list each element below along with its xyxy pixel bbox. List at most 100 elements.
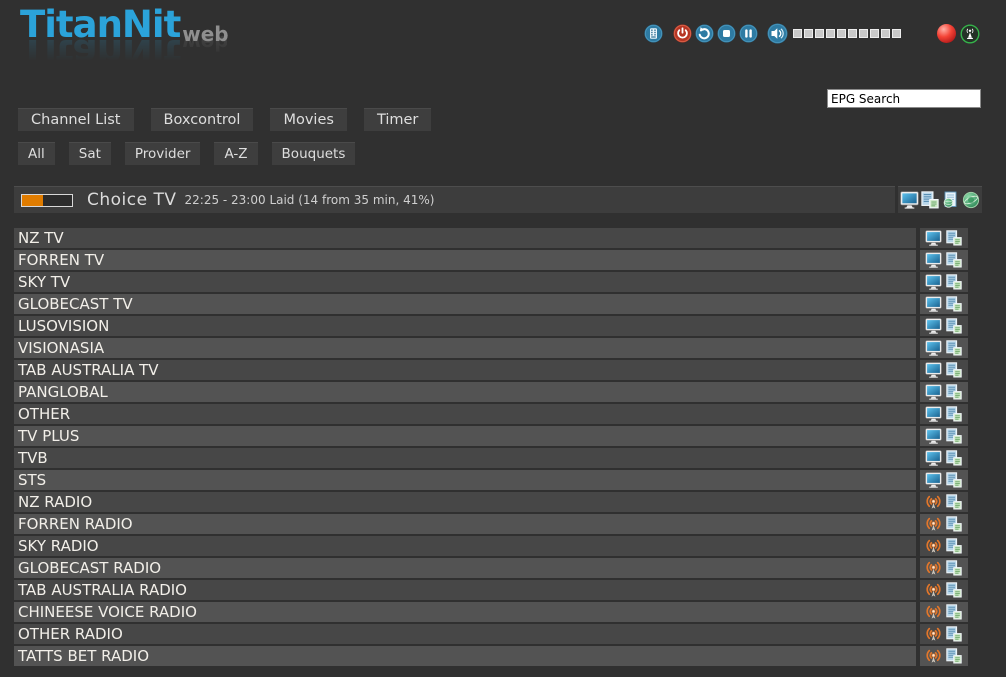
channel-row-sky-radio[interactable]: SKY RADIO xyxy=(14,536,968,556)
channel-row-other[interactable]: OTHER xyxy=(14,404,968,424)
channel-row-nz-tv[interactable]: NZ TV xyxy=(14,228,968,248)
channel-row-panglobal[interactable]: PANGLOBAL xyxy=(14,382,968,402)
epg-copy-icon[interactable] xyxy=(946,516,962,532)
epg-copy-icon[interactable] xyxy=(946,560,962,576)
monitor-icon[interactable] xyxy=(925,428,942,444)
channel-name[interactable]: VISIONASIA xyxy=(14,338,916,358)
volume-segment[interactable] xyxy=(826,29,835,38)
channel-row-tab-australia-radio[interactable]: TAB AUSTRALIA RADIO xyxy=(14,580,968,600)
channel-name[interactable]: TAB AUSTRALIA RADIO xyxy=(14,580,916,600)
copy-pages-icon[interactable] xyxy=(921,191,939,209)
pause-icon[interactable] xyxy=(739,24,758,43)
channel-name[interactable]: LUSOVISION xyxy=(14,316,916,336)
volume-speaker-icon[interactable] xyxy=(767,23,788,44)
channel-name[interactable]: TV PLUS xyxy=(14,426,916,446)
channel-row-forren-tv[interactable]: FORREN TV xyxy=(14,250,968,270)
radio-broadcast-icon[interactable] xyxy=(925,516,942,532)
channel-name[interactable]: FORREN RADIO xyxy=(14,514,916,534)
nav-boxcontrol-button[interactable]: Boxcontrol xyxy=(150,108,254,131)
volume-segment[interactable] xyxy=(870,29,879,38)
stop-icon[interactable] xyxy=(717,24,736,43)
epg-copy-icon[interactable] xyxy=(946,296,962,312)
radio-broadcast-icon[interactable] xyxy=(925,604,942,620)
monitor-icon[interactable] xyxy=(925,274,942,290)
monitor-icon[interactable] xyxy=(925,362,942,378)
monitor-icon[interactable] xyxy=(925,472,942,488)
channel-name[interactable]: SKY RADIO xyxy=(14,536,916,556)
channel-name[interactable]: FORREN TV xyxy=(14,250,916,270)
channel-name[interactable]: TVB xyxy=(14,448,916,468)
monitor-icon[interactable] xyxy=(925,340,942,356)
filter-all-button[interactable]: All xyxy=(18,142,55,165)
epg-copy-icon[interactable] xyxy=(946,582,962,598)
nav-channel-list-button[interactable]: Channel List xyxy=(18,108,134,131)
epg-copy-icon[interactable] xyxy=(946,340,962,356)
channel-name[interactable]: STS xyxy=(14,470,916,490)
epg-copy-icon[interactable] xyxy=(946,450,962,466)
nav-timer-button[interactable]: Timer xyxy=(363,108,432,131)
epg-copy-icon[interactable] xyxy=(946,626,962,642)
channel-name[interactable]: OTHER RADIO xyxy=(14,624,916,644)
globe-icon[interactable] xyxy=(962,191,980,209)
channel-row-lusovision[interactable]: LUSOVISION xyxy=(14,316,968,336)
radio-broadcast-icon[interactable] xyxy=(925,560,942,576)
volume-segment[interactable] xyxy=(793,29,802,38)
channel-row-nz-radio[interactable]: NZ RADIO xyxy=(14,492,968,512)
channel-row-tab-australia-tv[interactable]: TAB AUSTRALIA TV xyxy=(14,360,968,380)
monitor-icon[interactable] xyxy=(900,191,919,209)
filter-a-z-button[interactable]: A-Z xyxy=(214,142,258,165)
channel-row-globecast-radio[interactable]: GLOBECAST RADIO xyxy=(14,558,968,578)
epg-copy-icon[interactable] xyxy=(946,384,962,400)
record-status-icon[interactable] xyxy=(937,24,956,43)
filter-provider-button[interactable]: Provider xyxy=(124,142,201,165)
remote-keypad-icon[interactable] xyxy=(644,24,663,43)
channel-row-forren-radio[interactable]: FORREN RADIO xyxy=(14,514,968,534)
volume-segment[interactable] xyxy=(804,29,813,38)
channel-row-tatts-bet-radio[interactable]: TATTS BET RADIO xyxy=(14,646,968,666)
volume-segment[interactable] xyxy=(859,29,868,38)
restart-icon[interactable] xyxy=(695,24,714,43)
monitor-icon[interactable] xyxy=(925,252,942,268)
epg-copy-icon[interactable] xyxy=(946,472,962,488)
channel-name[interactable]: SKY TV xyxy=(14,272,916,292)
epg-copy-icon[interactable] xyxy=(946,428,962,444)
monitor-icon[interactable] xyxy=(925,318,942,334)
channel-row-sts[interactable]: STS xyxy=(14,470,968,490)
monitor-icon[interactable] xyxy=(925,296,942,312)
epg-copy-icon[interactable] xyxy=(946,494,962,510)
epg-copy-icon[interactable] xyxy=(946,406,962,422)
channel-name[interactable]: GLOBECAST RADIO xyxy=(14,558,916,578)
channel-row-other-radio[interactable]: OTHER RADIO xyxy=(14,624,968,644)
radio-broadcast-icon[interactable] xyxy=(925,494,942,510)
radio-broadcast-icon[interactable] xyxy=(925,648,942,664)
epg-copy-icon[interactable] xyxy=(946,274,962,290)
volume-segment[interactable] xyxy=(848,29,857,38)
channel-name[interactable]: OTHER xyxy=(14,404,916,424)
epg-copy-icon[interactable] xyxy=(946,648,962,664)
channel-row-visionasia[interactable]: VISIONASIA xyxy=(14,338,968,358)
epg-copy-icon[interactable] xyxy=(946,538,962,554)
radio-broadcast-icon[interactable] xyxy=(925,538,942,554)
channel-name[interactable]: TATTS BET RADIO xyxy=(14,646,916,666)
radio-broadcast-icon[interactable] xyxy=(925,582,942,598)
channel-row-tvb[interactable]: TVB xyxy=(14,448,968,468)
epg-copy-icon[interactable] xyxy=(946,604,962,620)
volume-segment[interactable] xyxy=(892,29,901,38)
nav-movies-button[interactable]: Movies xyxy=(270,108,347,131)
channel-name[interactable]: NZ TV xyxy=(14,228,916,248)
channel-row-globecast-tv[interactable]: GLOBECAST TV xyxy=(14,294,968,314)
monitor-icon[interactable] xyxy=(925,230,942,246)
volume-segment[interactable] xyxy=(881,29,890,38)
channel-name[interactable]: PANGLOBAL xyxy=(14,382,916,402)
epg-copy-icon[interactable] xyxy=(946,362,962,378)
epg-copy-icon[interactable] xyxy=(946,318,962,334)
epg-copy-icon[interactable] xyxy=(946,252,962,268)
power-icon[interactable] xyxy=(673,24,692,43)
signal-antenna-icon[interactable] xyxy=(960,23,980,44)
filter-sat-button[interactable]: Sat xyxy=(68,142,111,165)
channel-name[interactable]: TAB AUSTRALIA TV xyxy=(14,360,916,380)
monitor-icon[interactable] xyxy=(925,450,942,466)
channel-name[interactable]: GLOBECAST TV xyxy=(14,294,916,314)
filter-bouquets-button[interactable]: Bouquets xyxy=(271,142,356,165)
channel-row-chineese-voice-radio[interactable]: CHINEESE VOICE RADIO xyxy=(14,602,968,622)
